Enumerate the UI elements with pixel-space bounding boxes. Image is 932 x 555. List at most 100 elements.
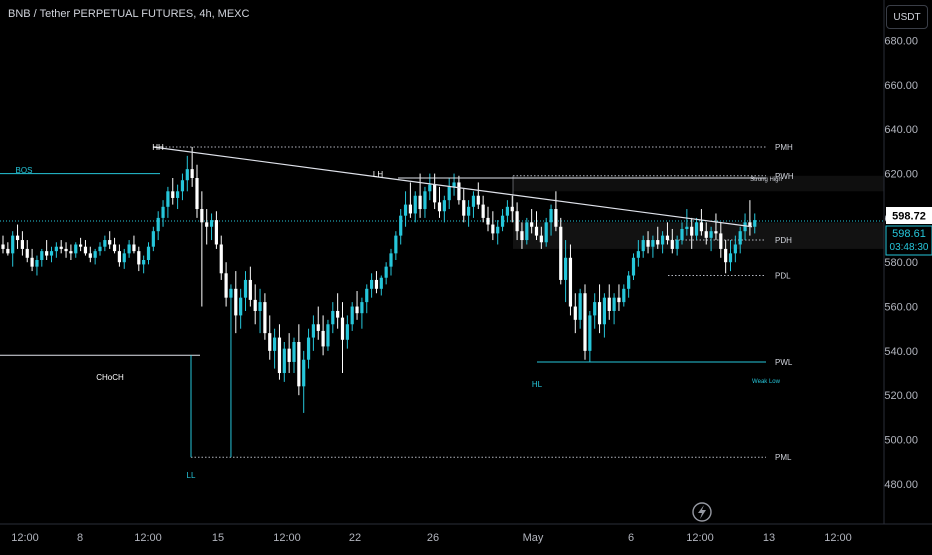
candle-body — [733, 244, 737, 254]
time-axis[interactable]: 12:00 8 12:00 15 12:00 22 26 May 6 12:00 13 12:00 — [11, 532, 852, 544]
candle-body — [408, 204, 412, 214]
candle-body — [132, 244, 136, 252]
candle-body — [515, 211, 519, 232]
x-tick-label: 12:00 — [824, 532, 852, 544]
candle-body — [394, 235, 398, 254]
candle-body — [728, 253, 733, 263]
candle-body — [340, 317, 345, 340]
candle-body — [389, 253, 393, 267]
candle-body — [694, 222, 699, 236]
y-tick-label: 660.00 — [884, 80, 918, 92]
candle-body — [321, 330, 325, 347]
candle-body — [117, 251, 121, 263]
candle-body — [685, 226, 689, 229]
level-label: PML — [775, 453, 792, 462]
candle-body — [239, 297, 243, 316]
structure-label: LH — [373, 170, 383, 179]
candle-body — [384, 266, 388, 278]
candle-body — [69, 251, 73, 254]
candle-body — [622, 288, 626, 303]
candle-body — [1, 244, 5, 249]
candle-body — [20, 240, 24, 249]
x-tick-label: 26 — [427, 532, 439, 544]
candle-body — [326, 324, 330, 347]
currency-button[interactable]: USDT — [886, 5, 928, 29]
candles-layer — [1, 146, 757, 458]
x-tick-label: 22 — [349, 532, 361, 544]
candle-body — [176, 191, 180, 198]
candle-body — [370, 279, 374, 289]
high-price-badge — [886, 207, 932, 224]
level-label: PMH — [775, 143, 793, 152]
chart-title: BNB / Tether PERPETUAL FUTURES, 4h, MEXC — [8, 8, 250, 20]
candle-body — [161, 206, 165, 218]
structure-label: BOS — [16, 166, 33, 175]
candle-body — [452, 182, 456, 187]
y-tick-label: 560.00 — [884, 302, 918, 314]
candle-body — [525, 222, 529, 241]
candle-body — [597, 302, 602, 325]
candle-body — [98, 246, 102, 252]
candle-body — [25, 248, 29, 258]
candle-body — [588, 315, 592, 351]
candle-body — [6, 248, 10, 254]
x-tick-label: May — [523, 532, 544, 544]
x-tick-label: 15 — [212, 532, 224, 544]
candle-body — [83, 246, 88, 254]
candle-body — [205, 222, 209, 227]
candle-body — [263, 302, 267, 334]
candle-body — [602, 297, 606, 325]
candle-body — [714, 231, 718, 234]
candle-body — [224, 273, 228, 298]
candle-body — [234, 288, 238, 316]
candle-body — [428, 184, 432, 192]
candle-body — [88, 253, 92, 258]
candle-body — [554, 209, 558, 227]
candle-body — [297, 342, 301, 387]
x-tick-label: 12:00 — [11, 532, 39, 544]
candle-body — [345, 324, 349, 340]
candle-body — [413, 195, 417, 214]
candle-body — [724, 248, 728, 263]
candle-body — [219, 244, 223, 274]
candle-body — [142, 260, 146, 265]
candle-body — [214, 220, 218, 245]
candle-body — [661, 235, 665, 245]
candle-body — [699, 222, 703, 232]
candle-body — [399, 215, 403, 236]
candle-body — [486, 217, 490, 225]
candle-body — [607, 297, 611, 311]
candle-body — [74, 244, 78, 254]
candle-body — [709, 231, 713, 238]
candle-body — [15, 235, 20, 241]
candle-body — [54, 246, 58, 252]
candle-body — [539, 235, 543, 243]
y-tick-label: 500.00 — [884, 435, 918, 447]
candle-body — [112, 244, 117, 252]
candle-body — [544, 222, 548, 243]
candle-body — [200, 209, 204, 223]
candle-body — [45, 251, 49, 256]
candle-countdown-label: 03:48:30 — [890, 242, 929, 253]
candle-body — [476, 195, 480, 205]
candle-body — [433, 184, 437, 203]
candle-body — [379, 277, 383, 289]
candle-body — [103, 240, 107, 247]
level-label: PWL — [775, 358, 793, 367]
candle-body — [316, 324, 320, 331]
x-tick-label: 6 — [628, 532, 634, 544]
candle-body — [350, 306, 354, 325]
y-tick-label: 580.00 — [884, 257, 918, 269]
candle-body — [510, 206, 514, 212]
candle-body — [471, 195, 476, 207]
candle-body — [311, 324, 315, 338]
candle-body — [166, 191, 170, 207]
candle-body — [49, 251, 54, 256]
candle-body — [93, 251, 97, 258]
candle-body — [505, 206, 509, 216]
candle-body — [59, 246, 63, 249]
lightning-bolt-icon[interactable] — [692, 502, 712, 522]
candle-body — [568, 257, 573, 307]
